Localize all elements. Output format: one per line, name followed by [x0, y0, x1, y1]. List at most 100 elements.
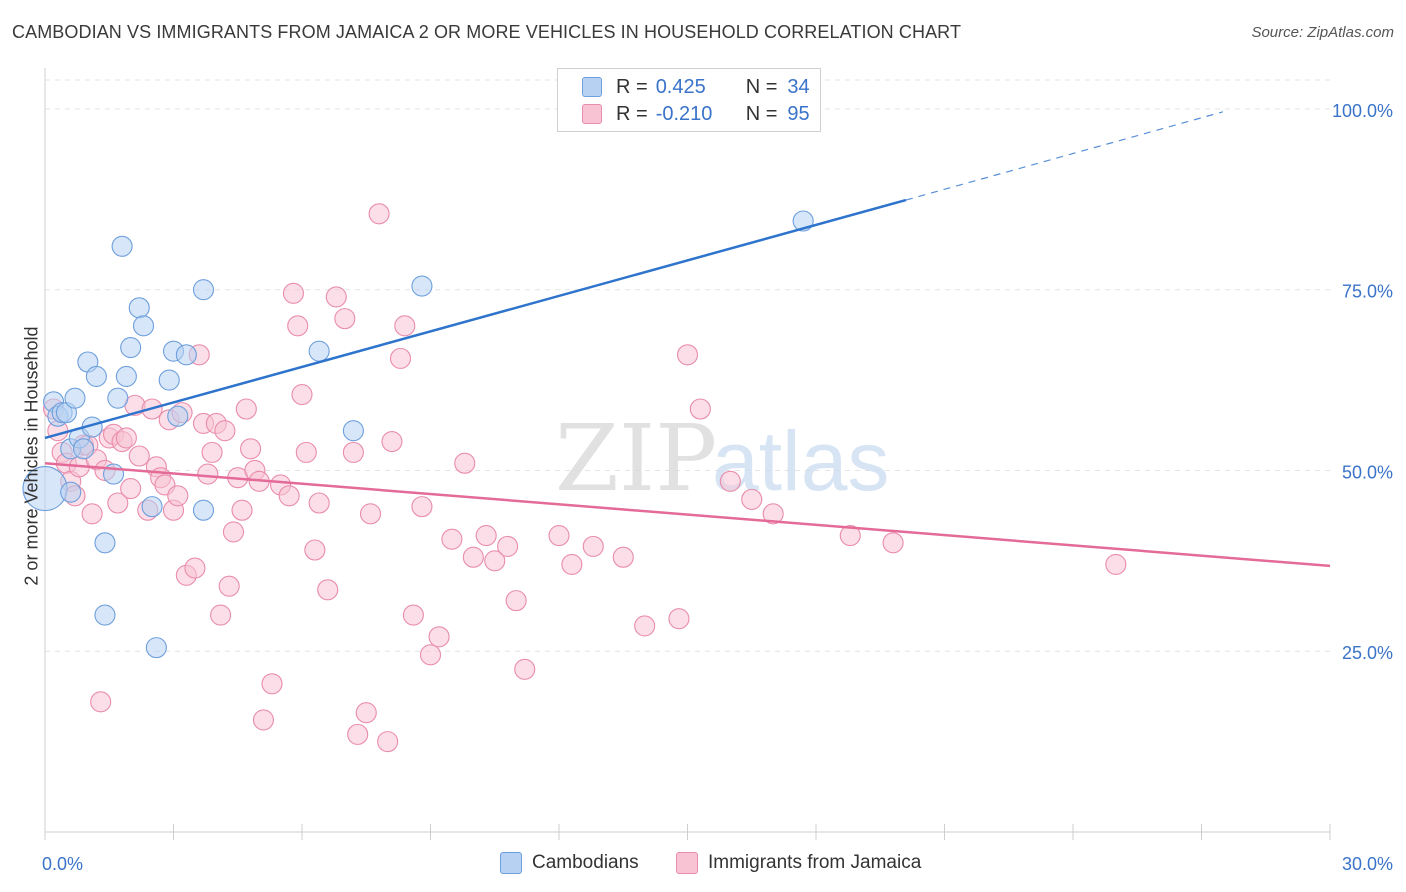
legend-item-cambodians[interactable]: Cambodians	[500, 852, 639, 874]
y-tick-label: 100.0%	[1332, 101, 1393, 121]
jamaica-point	[377, 731, 399, 753]
jamaica-point	[548, 524, 570, 547]
cambodian-point	[120, 336, 142, 359]
cambodian-point	[85, 365, 107, 388]
legend-swatch-pink	[582, 104, 602, 124]
jamaica-point	[484, 550, 506, 572]
jamaica-point	[107, 492, 129, 514]
cambodian-point	[94, 604, 116, 626]
jamaica-point	[317, 579, 339, 601]
legend-swatch-pink	[676, 852, 698, 874]
y-tick-label: 75.0%	[1342, 282, 1393, 302]
legend-r-value: -0.210	[655, 102, 713, 125]
jamaica-trend-line	[44, 461, 1331, 568]
jamaica-point	[347, 723, 369, 745]
jamaica-point	[222, 521, 245, 543]
cambodian-point	[64, 387, 86, 409]
grid-layer	[45, 79, 1330, 652]
chart-title: CAMBODIAN VS IMMIGRANTS FROM JAMAICA 2 O…	[12, 22, 962, 42]
cambodian-trend-extension	[905, 111, 1224, 201]
legend-row-cambodians: R = 0.425 N = 34	[582, 75, 810, 99]
y-tick-label: 50.0%	[1342, 462, 1393, 482]
jamaica-point	[90, 691, 112, 713]
jamaica-point	[882, 532, 904, 554]
legend-r-label: R =	[616, 75, 648, 98]
jamaica-point	[235, 398, 257, 420]
legend-swatch-blue	[500, 852, 522, 874]
jamaica-point	[454, 452, 476, 474]
jamaica-point	[1105, 553, 1127, 576]
series-legend: Cambodians Immigrants from Jamaica	[0, 852, 1406, 876]
jamaica-point	[128, 445, 150, 467]
jamaica-point	[231, 499, 253, 521]
cambodian-point	[128, 297, 150, 319]
jamaica-point	[304, 539, 326, 561]
watermark-zip: ZIP	[555, 405, 717, 512]
jamaica-point	[381, 430, 403, 453]
cambodian-point	[192, 499, 215, 521]
jamaica-point	[115, 427, 137, 449]
jamaica-point	[120, 477, 142, 500]
jamaica-point	[287, 315, 309, 337]
jamaica-point	[394, 315, 416, 337]
legend-label-cambodians: Cambodians	[532, 852, 639, 873]
cambodian-point	[73, 438, 95, 460]
jamaica-point	[355, 702, 377, 724]
jamaica-point	[334, 308, 356, 330]
legend-label-jamaica: Immigrants from Jamaica	[708, 852, 922, 873]
jamaica-point	[342, 441, 364, 463]
jamaica-point	[514, 658, 536, 680]
cambodian-trend-line	[44, 198, 907, 440]
cambodian-point	[411, 275, 433, 297]
jamaica-point	[291, 383, 313, 406]
legend-item-jamaica[interactable]: Immigrants from Jamaica	[676, 852, 921, 874]
jamaica-point	[741, 488, 763, 510]
jamaica-point	[261, 673, 283, 695]
legend-n-value: 95	[787, 102, 810, 125]
cambodian-point	[60, 481, 82, 503]
points-layer	[22, 203, 1127, 753]
legend-row-jamaica: R = -0.210 N = 95	[582, 102, 810, 126]
jamaica-point	[214, 420, 236, 442]
jamaica-point	[497, 535, 519, 557]
cambodian-point	[141, 496, 163, 518]
trend-layer	[44, 111, 1331, 568]
cambodian-point	[115, 365, 137, 388]
jamaica-point	[839, 524, 861, 547]
jamaica-point	[252, 709, 275, 731]
watermark-atlas: atlas	[712, 414, 889, 508]
x-tick-label-min: 0.0%	[42, 854, 83, 874]
legend-swatch-blue	[582, 77, 602, 97]
cambodian-point	[167, 405, 189, 427]
jamaica-point	[634, 615, 656, 637]
jamaica-point	[402, 604, 424, 626]
cambodian-point	[145, 637, 167, 659]
jamaica-point	[441, 528, 463, 550]
y-tick-label: 25.0%	[1342, 643, 1393, 663]
jamaica-point	[308, 492, 330, 514]
jamaica-point	[81, 503, 103, 525]
correlation-legend: R = 0.425 N = 34 R = -0.210 N = 95	[557, 68, 821, 132]
jamaica-point	[368, 203, 390, 225]
watermark: ZIP atlas	[555, 405, 889, 512]
jamaica-point	[668, 608, 690, 630]
cambodian-point	[308, 340, 330, 362]
jamaica-point	[218, 575, 240, 597]
jamaica-point	[210, 604, 232, 626]
jamaica-point	[278, 485, 300, 507]
cambodian-point	[342, 420, 364, 442]
jamaica-point	[411, 496, 433, 518]
jamaica-point	[462, 546, 484, 568]
jamaica-point	[428, 626, 450, 648]
tick-labels: 25.0% 50.0% 75.0% 100.0% 0.0% 30.0%	[42, 101, 1393, 874]
jamaica-point	[676, 344, 699, 366]
axis-layer	[44, 68, 1331, 840]
jamaica-point	[561, 553, 583, 576]
jamaica-point	[505, 590, 527, 612]
jamaica-point	[197, 463, 219, 485]
cambodian-point	[192, 279, 215, 301]
jamaica-point	[295, 441, 317, 463]
jamaica-point	[359, 503, 382, 525]
jamaica-point	[389, 347, 412, 369]
